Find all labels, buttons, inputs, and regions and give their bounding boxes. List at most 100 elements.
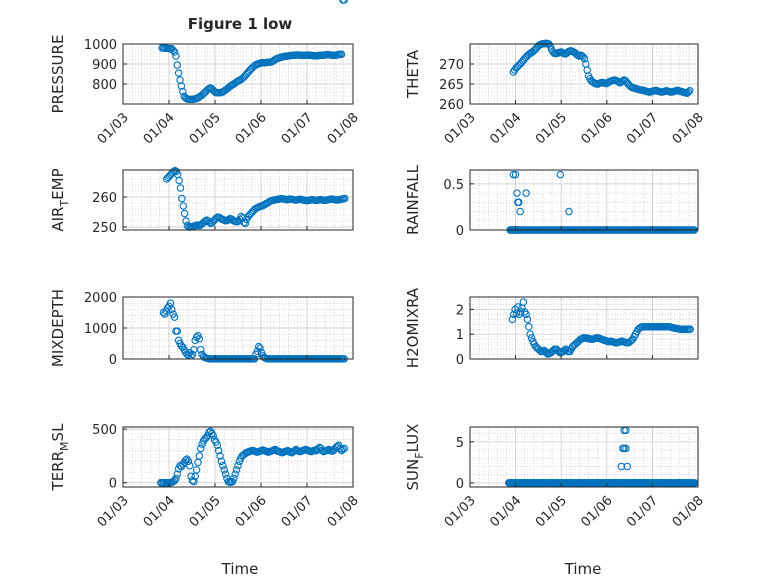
y-tick-label: 265	[439, 78, 464, 93]
data-point	[579, 53, 587, 61]
x-tick-label: 01/07	[624, 493, 661, 530]
x-tick-label: 01/06	[579, 110, 616, 147]
data-point	[230, 474, 238, 483]
axes-border	[122, 43, 354, 105]
x-tick-label: 01/08	[670, 493, 707, 530]
data-point	[221, 470, 230, 478]
data-point	[209, 431, 217, 440]
data-point	[205, 218, 214, 227]
y-axis-label: MIXDEPTH	[49, 289, 67, 367]
data-point	[179, 202, 188, 210]
y-axis-label: THETA	[404, 49, 422, 99]
data-point	[190, 477, 198, 486]
data-point	[176, 184, 185, 192]
x-tick-label: 01/04	[487, 493, 524, 530]
data-point	[256, 344, 264, 352]
data-point	[525, 323, 533, 331]
y-axis-label: SUNFLUX	[404, 424, 426, 491]
data-point	[340, 444, 349, 453]
data-point	[511, 170, 520, 179]
y-tick-label: 1000	[84, 38, 117, 53]
y-tick-label: 2000	[84, 291, 117, 306]
axes-border	[122, 426, 354, 488]
data-point	[173, 327, 182, 335]
data-point	[684, 88, 693, 96]
data-point	[337, 50, 346, 59]
x-tick-label: 01/05	[533, 493, 570, 530]
x-tick-label: 01/05	[533, 110, 570, 147]
data-point	[173, 61, 182, 69]
y-axis-label: TERRMSL	[49, 423, 71, 492]
y-tick-label: 0	[456, 224, 464, 239]
data-point	[522, 189, 530, 197]
x-axis-title-right: Time	[564, 560, 602, 578]
subplot-2: 250 260 AIRTEMP	[49, 166, 354, 236]
data-point	[220, 466, 228, 474]
y-tick-label: 1000	[84, 322, 117, 337]
data-point	[195, 335, 204, 343]
data-point	[522, 310, 530, 319]
subplot-6: 0 500 01/03 01/04 01/05 01/06 01/07 01/08 TERRMS…	[49, 423, 362, 530]
y-axis-label: PRESSURE	[49, 35, 67, 114]
data-point	[196, 345, 205, 354]
data-point	[232, 466, 241, 474]
data-point	[339, 445, 347, 454]
data-point	[508, 315, 517, 324]
x-tick-label: 01/06	[579, 493, 616, 530]
y-tick-label: 500	[92, 423, 117, 438]
data-point	[231, 470, 239, 478]
x-tick-label: 01/05	[187, 110, 224, 147]
data-point	[623, 462, 632, 471]
data-point	[573, 51, 582, 59]
data-point	[182, 217, 190, 225]
y-tick-label: 0	[109, 353, 117, 368]
data-point	[515, 198, 523, 207]
data-point	[526, 330, 534, 338]
data-point	[527, 334, 536, 342]
axes-border	[469, 296, 699, 360]
y-tick-label: 2	[456, 303, 464, 318]
data-point	[560, 346, 569, 355]
data-point	[214, 446, 223, 455]
data-point	[340, 0, 349, 4]
data-point	[234, 461, 242, 470]
x-tick-label: 01/03	[442, 493, 479, 530]
data-point	[196, 444, 205, 453]
y-axis-label: H2OMIXRA	[404, 287, 422, 368]
y-tick-label: 5	[456, 436, 464, 451]
data-point	[212, 214, 221, 222]
data-point	[216, 452, 224, 460]
y-tick-label: 0	[456, 477, 464, 492]
data-point	[173, 470, 182, 478]
y-tick-label: 900	[92, 58, 117, 73]
x-tick-label: 01/07	[279, 493, 316, 530]
data-point	[179, 87, 187, 96]
axes-border	[122, 169, 354, 231]
subplot-4: 0 1000 2000 MIXDEPTH	[49, 289, 354, 368]
axes-border	[469, 43, 699, 105]
subplot-3: 0 0.5 RAINFALL	[404, 164, 699, 239]
axes-border	[469, 169, 699, 231]
data-point	[172, 52, 180, 60]
data-point	[174, 69, 183, 77]
figure-title: Figure 1 low	[188, 15, 293, 33]
data-point	[546, 42, 555, 50]
data-point	[580, 55, 589, 63]
data-point	[170, 313, 179, 321]
data-point	[513, 189, 521, 197]
data-point	[523, 315, 532, 324]
data-point	[188, 350, 197, 359]
x-tick-label: 01/08	[325, 493, 362, 530]
x-tick-label: 01/03	[95, 110, 132, 147]
x-axis-title-left: Time	[221, 560, 259, 578]
data-point	[622, 444, 630, 453]
data-point	[170, 48, 179, 56]
data-point	[175, 176, 183, 185]
x-tick-label: 01/03	[95, 493, 132, 530]
data-point	[184, 457, 193, 466]
y-tick-label: 800	[92, 78, 117, 93]
y-tick-label: 250	[92, 221, 117, 236]
subplot-7: 0 5 01/03 01/04 01/05 01/06 01/07 01/08 SUNFLUX	[404, 424, 707, 531]
